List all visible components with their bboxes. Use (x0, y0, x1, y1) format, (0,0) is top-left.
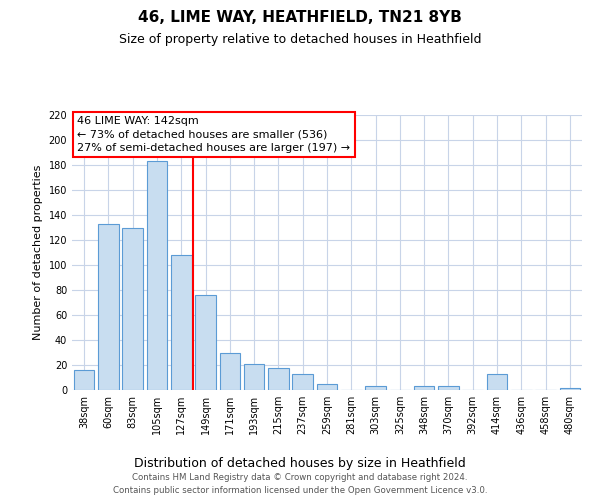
Bar (292, 374, 313, 390)
Bar (122, 228, 143, 390)
Bar (146, 161, 167, 390)
Bar (74, 370, 94, 390)
Text: 46 LIME WAY: 142sqm
← 73% of detached houses are smaller (536)
27% of semi-detac: 46 LIME WAY: 142sqm ← 73% of detached ho… (77, 116, 350, 153)
Bar (244, 364, 265, 390)
Y-axis label: Number of detached properties: Number of detached properties (33, 165, 43, 340)
Bar (171, 255, 191, 390)
Bar (195, 295, 216, 390)
Bar (438, 386, 459, 390)
Text: Distribution of detached houses by size in Heathfield: Distribution of detached houses by size … (134, 458, 466, 470)
Bar (268, 368, 289, 390)
Text: Contains HM Land Registry data © Crown copyright and database right 2024.
Contai: Contains HM Land Registry data © Crown c… (113, 474, 487, 495)
Text: 46, LIME WAY, HEATHFIELD, TN21 8YB: 46, LIME WAY, HEATHFIELD, TN21 8YB (138, 10, 462, 25)
Bar (560, 388, 580, 390)
Bar (414, 386, 434, 390)
Bar (317, 384, 337, 390)
Bar (98, 224, 119, 390)
Text: Size of property relative to detached houses in Heathfield: Size of property relative to detached ho… (119, 32, 481, 46)
Bar (220, 352, 240, 390)
Bar (365, 386, 386, 390)
Bar (487, 374, 508, 390)
